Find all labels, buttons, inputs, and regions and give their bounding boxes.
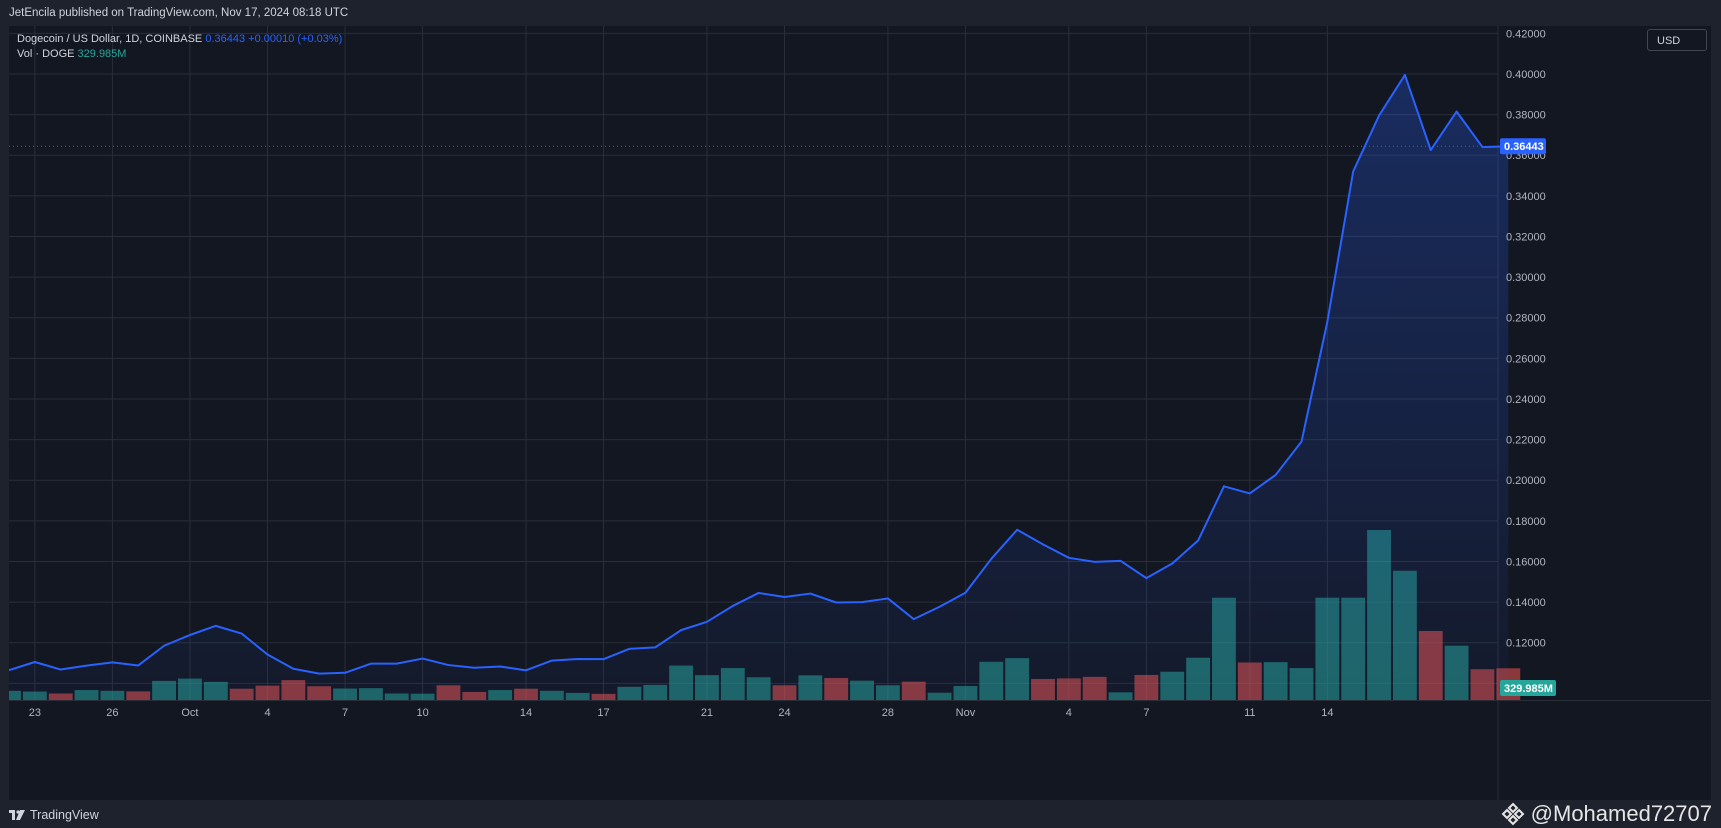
price-tick-label: 0.26000 xyxy=(1506,353,1546,365)
legend-price: 0.36443 xyxy=(205,33,246,45)
chart-panel[interactable]: 0.42000 0.40000 0.38000 0.36000 0.34000 0.320… xyxy=(9,26,1711,800)
time-tick-label: 17 xyxy=(597,707,609,719)
volume-label: Vol · DOGE xyxy=(17,48,75,60)
tradingview-logo-icon xyxy=(9,809,25,820)
symbol-title: Dogecoin / US Dollar, 1D, COINBASE xyxy=(17,33,203,45)
price-tick-label: 0.16000 xyxy=(1506,556,1546,568)
price-tick-label: 0.30000 xyxy=(1506,272,1546,284)
axis-labels: 0.36443 329.985M xyxy=(1500,138,1556,696)
time-tick-label: Oct xyxy=(181,707,198,719)
price-tick-label: 0.34000 xyxy=(1506,191,1546,203)
price-tick-label: 0.42000 xyxy=(1506,28,1546,40)
time-tick-label: 14 xyxy=(520,707,532,719)
last-volume-badge xyxy=(1500,680,1556,696)
price-tick-label: 0.22000 xyxy=(1506,435,1546,447)
price-tick-label: 0.14000 xyxy=(1506,597,1546,609)
chart-legend: Dogecoin / US Dollar, 1D, COINBASE 0.364… xyxy=(17,32,342,62)
time-tick-label: 10 xyxy=(416,707,428,719)
time-tick-label: 28 xyxy=(882,707,894,719)
price-tick-label: 0.40000 xyxy=(1506,69,1546,81)
price-area xyxy=(9,73,1509,701)
price-tick-label: 0.18000 xyxy=(1506,516,1546,528)
footer: TradingView @Mohamed72707 xyxy=(0,800,1721,828)
time-tick-label: 4 xyxy=(1066,707,1072,719)
currency-button[interactable]: USD xyxy=(1647,29,1707,51)
price-tick-label: 0.20000 xyxy=(1506,475,1546,487)
time-tick-label: 23 xyxy=(29,707,41,719)
time-tick-label: 4 xyxy=(264,707,270,719)
time-tick-label: 11 xyxy=(1244,707,1255,719)
last-price-badge xyxy=(1500,138,1546,155)
diamond-logo-icon xyxy=(1501,802,1525,826)
watermark-text: @Mohamed72707 xyxy=(1530,801,1712,826)
price-axis[interactable]: 0.420000.400000.380000.360000.340000.320… xyxy=(1506,28,1546,690)
price-area-fill xyxy=(9,74,1509,701)
publish-info: JetEncila published on TradingView.com, … xyxy=(9,7,349,19)
price-tick-label: 0.28000 xyxy=(1506,313,1546,325)
price-chart[interactable]: 0.420000.400000.380000.360000.340000.320… xyxy=(9,26,1711,800)
price-tick-label: 0.32000 xyxy=(1506,231,1546,243)
top-bar: JetEncila published on TradingView.com, … xyxy=(0,0,1721,26)
last-price-label: 0.36443 xyxy=(1504,141,1544,153)
tradingview-logo-text: TradingView xyxy=(30,808,99,822)
time-tick-label: 7 xyxy=(342,707,348,719)
price-series-line xyxy=(9,73,1509,675)
tradingview-logo[interactable]: TradingView xyxy=(9,807,99,823)
time-tick-label: 14 xyxy=(1321,707,1333,719)
time-axis[interactable]: 23 26 Oct 4 7 10 14 17 21 24 28 Nov 4 7 11 14 xyxy=(29,707,1334,719)
time-tick-label: 24 xyxy=(778,707,790,719)
price-tick-label: 0.24000 xyxy=(1506,394,1546,406)
time-tick-label: 21 xyxy=(701,707,713,719)
price-tick-label: 0.38000 xyxy=(1506,110,1546,122)
legend-change: +0.00010 (+0.03%) xyxy=(248,33,343,45)
price-tick-label: 0.12000 xyxy=(1506,638,1546,650)
watermark: @Mohamed72707 xyxy=(1501,801,1712,827)
time-tick-label: 26 xyxy=(106,707,118,719)
time-tick-label: Nov xyxy=(956,707,976,719)
last-volume-label: 329.985M xyxy=(1504,683,1553,695)
time-tick-label: 7 xyxy=(1143,707,1149,719)
volume-value: 329.985M xyxy=(77,48,127,60)
